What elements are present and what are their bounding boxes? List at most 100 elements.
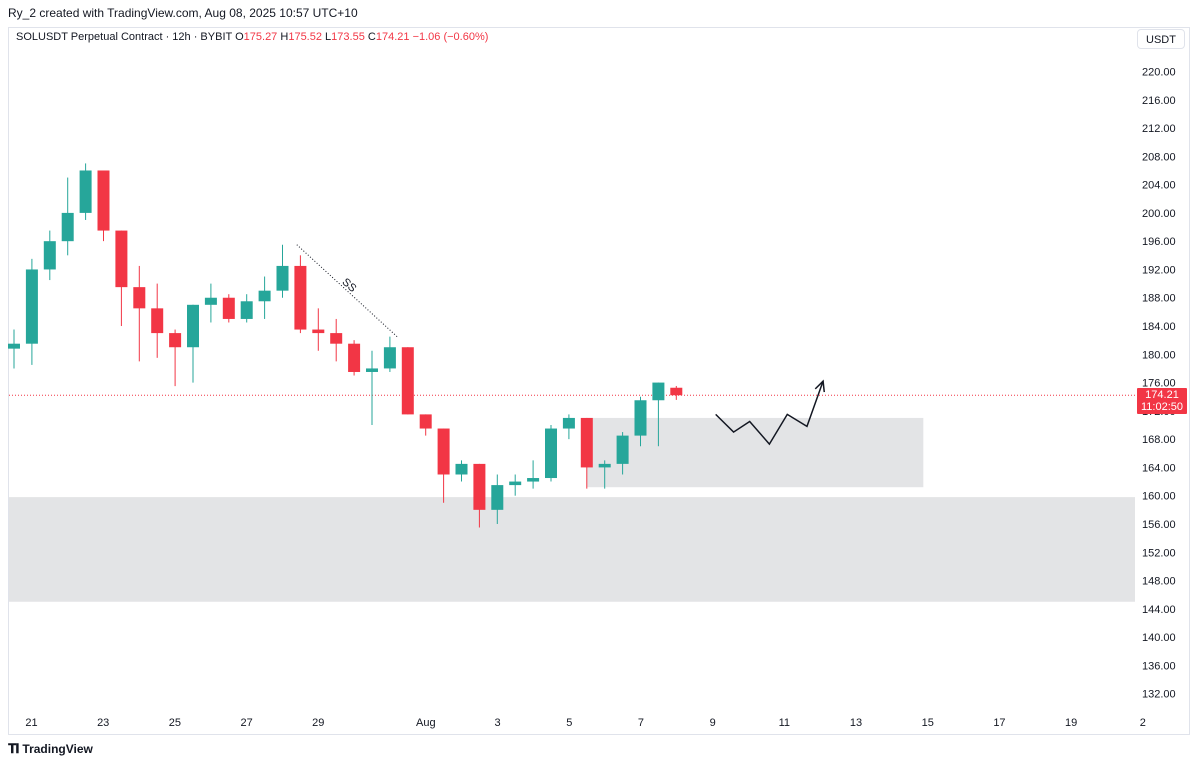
bullish-candle — [43, 241, 56, 270]
bearish-candle — [97, 170, 110, 231]
bullish-candle — [598, 463, 611, 468]
open-label: O — [235, 31, 244, 43]
x-tick-label: 25 — [169, 717, 181, 729]
bearish-candle — [312, 329, 325, 334]
x-tick-label: 2 — [1140, 717, 1146, 729]
currency-button[interactable]: USDT — [1137, 29, 1185, 49]
close-value: 174.21 — [375, 31, 410, 43]
x-tick-label: 3 — [494, 717, 500, 729]
x-tick-label: 5 — [566, 717, 572, 729]
bullish-candle — [240, 301, 253, 319]
open-value: 175.27 — [243, 31, 278, 43]
sweep-line-label: SS — [339, 276, 358, 295]
bearish-candle — [330, 333, 343, 344]
bullish-candle — [562, 417, 575, 429]
bearish-candle — [401, 347, 414, 415]
y-tick-label: 204.00 — [1142, 180, 1176, 192]
change-value: −1.06 (−0.60%) — [412, 31, 489, 43]
y-tick-label: 216.00 — [1142, 95, 1176, 107]
bearish-candle — [222, 297, 235, 319]
y-tick-label: 160.00 — [1142, 491, 1176, 503]
x-tick-label: 19 — [1065, 717, 1077, 729]
bullish-candle — [61, 212, 74, 242]
y-tick-label: 144.00 — [1142, 604, 1176, 616]
y-tick-label: 136.00 — [1142, 660, 1176, 672]
y-tick-label: 152.00 — [1142, 547, 1176, 559]
tradingview-footer[interactable]: 𝐓𝐈 TradingView — [8, 741, 93, 757]
x-tick-label: 29 — [312, 717, 324, 729]
y-tick-label: 148.00 — [1142, 576, 1176, 588]
y-tick-label: 164.00 — [1142, 462, 1176, 474]
ohlc-legend: SOLUSDT Perpetual Contract · 12h · BYBIT… — [16, 31, 488, 43]
projection-path — [715, 380, 824, 446]
high-label: H — [280, 31, 289, 43]
y-tick-label: 192.00 — [1142, 264, 1176, 276]
bullish-candle — [383, 347, 396, 369]
y-tick-label: 168.00 — [1142, 434, 1176, 446]
last-price-value: 174.21 — [1145, 389, 1179, 401]
high-value: 175.52 — [288, 31, 322, 43]
bullish-candle — [545, 428, 557, 479]
x-tick-label: 7 — [638, 717, 644, 729]
y-tick-label: 156.00 — [1142, 519, 1176, 531]
bearish-candle — [133, 287, 146, 309]
bullish-candle — [204, 297, 217, 305]
y-tick-label: 212.00 — [1142, 123, 1176, 135]
y-tick-label: 200.00 — [1142, 208, 1176, 220]
x-tick-label: 17 — [993, 717, 1005, 729]
y-tick-label: 188.00 — [1142, 293, 1176, 305]
bullish-candle — [527, 478, 540, 482]
y-tick-label: 184.00 — [1142, 321, 1176, 333]
x-tick-label: 21 — [25, 717, 37, 729]
x-tick-label: 11 — [779, 717, 790, 729]
bullish-candle — [455, 463, 468, 475]
bearish-candle — [473, 463, 486, 510]
symbol-label[interactable]: SOLUSDT Perpetual Contract · 12h · BYBIT — [16, 31, 233, 43]
y-tick-label: 208.00 — [1142, 151, 1176, 163]
bullish-candle — [509, 481, 522, 486]
bearish-candle — [115, 230, 128, 288]
tradingview-logo-icon: 𝐓𝐈 — [8, 741, 19, 756]
low-value: 173.55 — [331, 31, 365, 43]
bullish-candle — [8, 343, 20, 349]
y-tick-label: 180.00 — [1142, 349, 1176, 361]
x-tick-label: 27 — [240, 717, 252, 729]
bearish-candle — [294, 265, 307, 330]
bullish-candle — [25, 269, 38, 344]
bearish-candle — [151, 308, 164, 334]
close-label: C — [367, 31, 376, 43]
chart-frame — [8, 27, 1190, 735]
bullish-candle — [187, 304, 199, 348]
bullish-candle — [616, 435, 629, 464]
bearish-candle — [670, 387, 683, 396]
x-tick-label: 13 — [850, 717, 862, 729]
bullish-candle — [366, 368, 378, 372]
x-tick-label: 9 — [710, 717, 716, 729]
bar-countdown: 11:02:50 — [1140, 401, 1183, 413]
bearish-candle — [437, 428, 450, 475]
y-tick-label: 196.00 — [1142, 236, 1176, 248]
projection-arrowhead — [814, 379, 826, 393]
x-tick-label: 15 — [922, 717, 934, 729]
bullish-candle — [491, 485, 504, 510]
bullish-candle — [79, 170, 92, 213]
bearish-candle — [580, 417, 593, 468]
y-tick-label: 140.00 — [1142, 632, 1176, 644]
bullish-candle — [634, 400, 647, 436]
y-tick-label: 176.00 — [1142, 378, 1176, 390]
footer-logo-text: TradingView — [22, 742, 93, 756]
bullish-candle — [652, 382, 665, 401]
bearish-candle — [169, 333, 182, 348]
bullish-candle — [258, 290, 271, 302]
bullish-candle — [276, 265, 289, 291]
lower-zone — [9, 497, 1135, 602]
y-tick-label: 220.00 — [1142, 67, 1176, 79]
x-tick-label: Aug — [416, 717, 436, 729]
y-tick-label: 132.00 — [1142, 689, 1176, 701]
attribution-text: Ry_2 created with TradingView.com, Aug 0… — [8, 6, 358, 20]
last-price-tag: 174.21 11:02:50 — [1137, 388, 1187, 414]
low-label: L — [325, 31, 332, 43]
bearish-candle — [419, 414, 432, 429]
bearish-candle — [348, 343, 361, 372]
